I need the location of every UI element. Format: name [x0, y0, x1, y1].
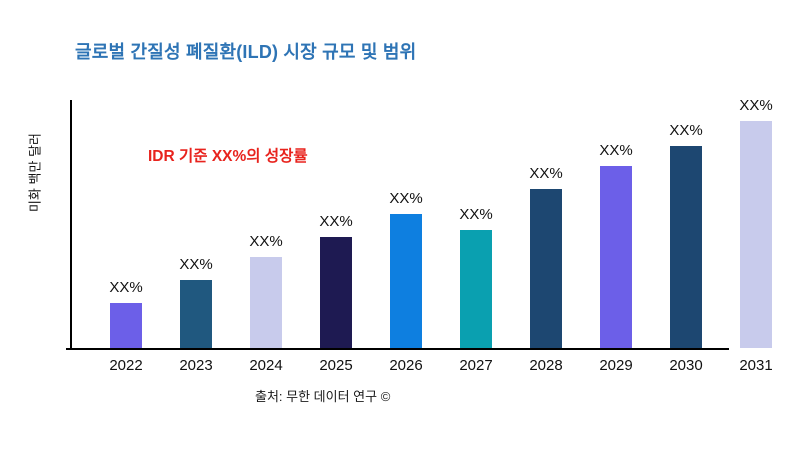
x-tick-label-2024: 2024 — [249, 357, 283, 374]
source-attribution: 출처: 무한 데이터 연구 © — [255, 389, 391, 404]
bar-value-label-2022: XX% — [109, 279, 143, 296]
x-tick-label-2023: 2023 — [179, 357, 213, 374]
bar-2026 — [390, 214, 422, 348]
bar-2025 — [320, 237, 352, 348]
x-tick-label-2030: 2030 — [669, 357, 703, 374]
x-tick-label-2028: 2028 — [529, 357, 563, 374]
bar-2024 — [250, 257, 282, 348]
bar-2028 — [530, 189, 562, 348]
x-tick-label-2026: 2026 — [389, 357, 423, 374]
bar-2030 — [670, 146, 702, 348]
bar-value-label-2026: XX% — [389, 190, 423, 207]
x-tick-label-2027: 2027 — [459, 357, 493, 374]
bar-2031 — [740, 121, 772, 348]
bar-2029 — [600, 166, 632, 348]
bar-2027 — [460, 230, 492, 348]
growth-rate-annotation: IDR 기준 XX%의 성장률 — [148, 148, 308, 165]
bar-value-label-2030: XX% — [669, 122, 703, 139]
chart-title: 글로벌 간질성 폐질환(ILD) 시장 규모 및 범위 — [75, 42, 417, 62]
x-tick-label-2029: 2029 — [599, 357, 633, 374]
bar-value-label-2031: XX% — [739, 97, 773, 114]
bar-value-label-2027: XX% — [459, 206, 493, 223]
bar-value-label-2028: XX% — [529, 165, 563, 182]
bar-value-label-2023: XX% — [179, 256, 213, 273]
y-axis-line — [70, 100, 72, 349]
bar-value-label-2024: XX% — [249, 233, 283, 250]
x-tick-label-2022: 2022 — [109, 357, 143, 374]
x-tick-label-2031: 2031 — [739, 357, 773, 374]
bar-2023 — [180, 280, 212, 348]
bar-value-label-2029: XX% — [599, 142, 633, 159]
bar-2022 — [110, 303, 142, 348]
y-axis-label: 미화 백만 달러 — [27, 133, 43, 212]
x-axis-line — [66, 348, 729, 350]
bar-value-label-2025: XX% — [319, 213, 353, 230]
x-tick-label-2025: 2025 — [319, 357, 353, 374]
